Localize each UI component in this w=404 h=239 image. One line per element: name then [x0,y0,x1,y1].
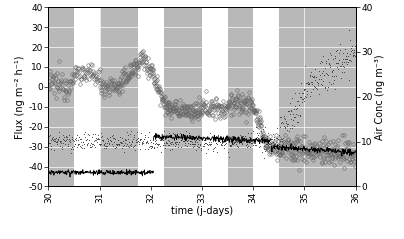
Y-axis label: Flux (ng m⁻² h⁻¹): Flux (ng m⁻² h⁻¹) [15,55,25,139]
Bar [48,7,74,186]
X-axis label: time (j-days): time (j-days) [171,206,233,216]
Bar [279,7,356,186]
Bar [100,7,138,186]
Y-axis label: Air Conc (ng m⁻³): Air Conc (ng m⁻³) [375,54,385,140]
Bar [227,7,253,186]
Bar [164,7,202,186]
